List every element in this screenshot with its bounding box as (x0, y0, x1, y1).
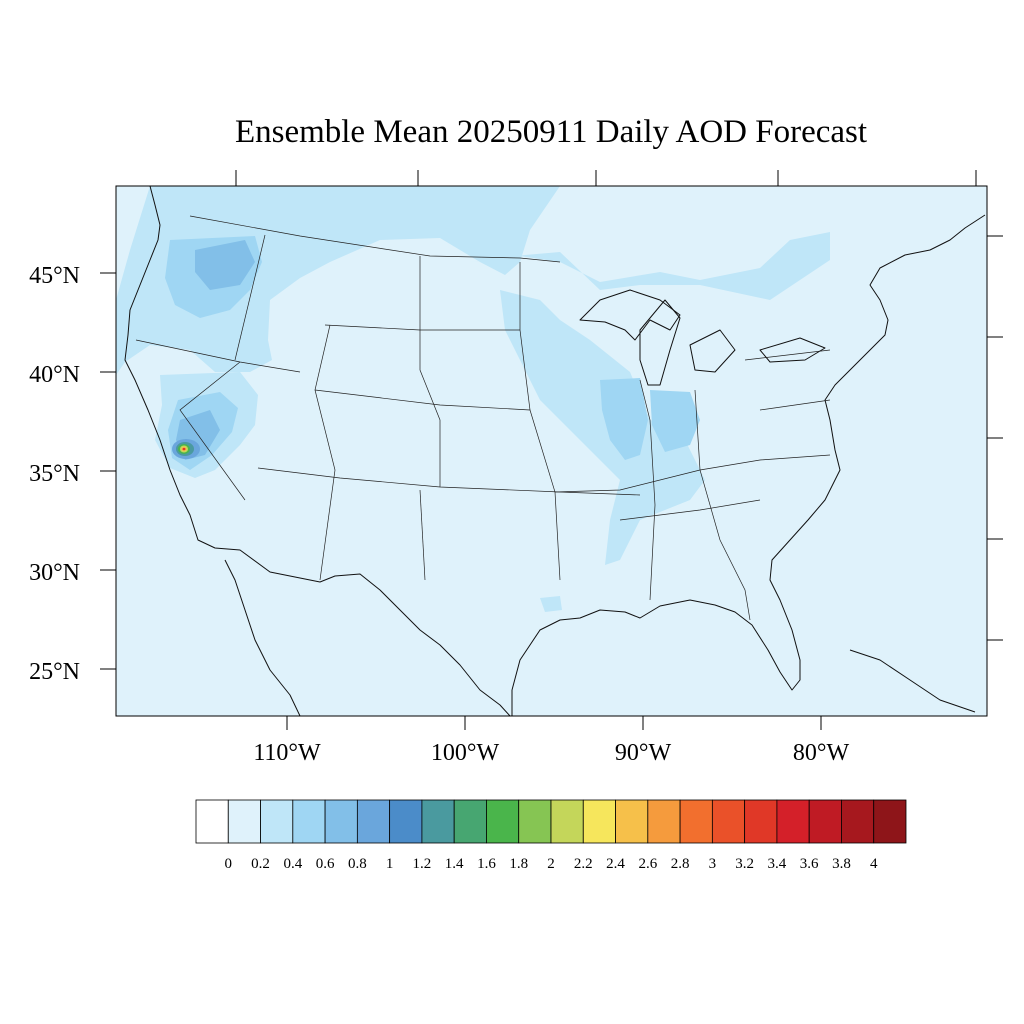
colorbar-swatch-11 (550, 799, 584, 844)
colorbar-swatch-5 (356, 799, 391, 844)
coastlines (124, 186, 986, 716)
lat-label-25: 25°N (29, 659, 80, 685)
lat-label-40: 40°N (29, 362, 80, 388)
map-title: Ensemble Mean 20250911 Daily AOD Forecas… (235, 114, 867, 150)
colorbar-swatch-7 (421, 799, 455, 844)
lon-label-90: 90°W (615, 740, 672, 766)
lat-label-35: 35°N (29, 461, 80, 487)
colorbar-label-14: 2.8 (671, 856, 690, 872)
colorbar-swatch-0 (195, 799, 229, 844)
colorbar-label-15: 3 (709, 856, 717, 872)
colorbar-label-0: 0 (225, 856, 233, 872)
colorbar-label-18: 3.6 (800, 856, 819, 872)
colorbar-label-11: 2.2 (574, 856, 593, 872)
political-borders (135, 215, 831, 621)
colorbar-label-10: 2 (547, 856, 555, 872)
colorbar-swatch-13 (615, 799, 649, 844)
aod-smoke-plume (172, 439, 200, 459)
colorbar-swatch-1 (227, 799, 261, 844)
lon-label-100: 100°W (431, 740, 500, 766)
colorbar-label-2: 0.4 (283, 856, 302, 872)
colorbar: 0 0.2 0.4 0.6 0.8 1 1.2 1.4 1.6 1.8 2 2.2 2.4 2.6 2.8 3… (195, 799, 907, 872)
colorbar-label-13: 2.6 (638, 856, 657, 872)
colorbar-swatch-8 (453, 799, 487, 844)
lat-label-30: 30°N (29, 560, 80, 586)
lon-label-110: 110°W (253, 740, 321, 766)
colorbar-label-9: 1.8 (509, 856, 528, 872)
colorbar-swatch-12 (582, 799, 616, 844)
colorbar-swatch-9 (486, 799, 520, 844)
colorbar-label-3: 0.6 (316, 856, 335, 872)
colorbar-label-1: 0.2 (251, 856, 270, 872)
colorbar-swatch-21 (873, 799, 907, 844)
map-frame (115, 185, 988, 717)
colorbar-swatch-17 (744, 799, 778, 844)
colorbar-swatch-10 (518, 799, 552, 844)
axis-ticks (100, 170, 1003, 730)
colorbar-swatch-2 (260, 799, 294, 844)
colorbar-swatch-18 (776, 799, 810, 844)
colorbar-label-4: 0.8 (348, 856, 367, 872)
colorbar-swatch-6 (389, 799, 423, 844)
colorbar-swatch-4 (324, 799, 358, 844)
colorbar-swatch-15 (679, 799, 713, 844)
colorbar-label-16: 3.2 (735, 856, 754, 872)
colorbar-label-6: 1.2 (413, 856, 432, 872)
lon-label-80: 80°W (793, 740, 850, 766)
map-panel (115, 185, 988, 717)
colorbar-label-5: 1 (386, 856, 394, 872)
colorbar-swatch-20 (841, 799, 875, 844)
colorbar-swatch-16 (711, 799, 746, 844)
colorbar-label-19: 3.8 (832, 856, 851, 872)
colorbar-label-12: 2.4 (606, 856, 625, 872)
colorbar-label-8: 1.6 (477, 856, 496, 872)
colorbar-swatch-14 (647, 799, 681, 844)
colorbar-label-7: 1.4 (445, 856, 464, 872)
colorbar-label-17: 3.4 (768, 856, 787, 872)
longitude-labels: 110°W 100°W 90°W 80°W (253, 740, 849, 766)
latitude-labels: 45°N 40°N 35°N 30°N 25°N (29, 263, 80, 685)
lat-label-45: 45°N (29, 263, 80, 289)
colorbar-swatch-3 (292, 799, 326, 844)
colorbar-label-20: 4 (870, 856, 878, 872)
colorbar-swatch-19 (808, 799, 842, 844)
